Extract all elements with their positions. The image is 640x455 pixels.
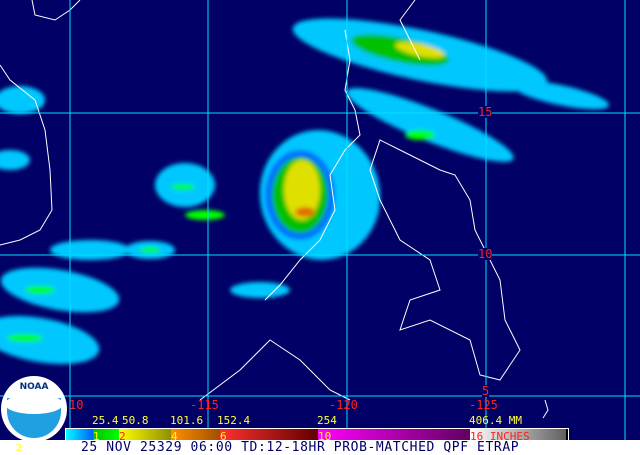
- legend-mm-label: 254: [317, 414, 337, 427]
- legend-inch-label: 10: [318, 430, 332, 443]
- coastlines: [0, 0, 549, 419]
- logo-text: NOAA: [19, 382, 49, 392]
- legend-mm-label: 50.8: [122, 414, 149, 427]
- legend-mm-label: 25.4: [92, 414, 119, 427]
- lon-label-115: -115: [190, 398, 219, 412]
- lat-label-10: 10: [478, 247, 493, 261]
- map-caption: 25 NOV 25329 06:00 TD:12-18HR PROB-MATCH…: [81, 440, 520, 455]
- noaa-logo: NOAA: [1, 376, 67, 442]
- legend-mm-label: 101.6: [170, 414, 204, 427]
- legend-mm-label: 406.4 MM: [469, 414, 522, 427]
- corner-number: 2: [16, 443, 23, 454]
- legend-inch-label: 16 INCHES: [470, 430, 530, 443]
- lon-label-120: -120: [329, 398, 358, 412]
- legend-inch-label: 4: [171, 430, 178, 443]
- lat-lon-grid: [0, 0, 640, 440]
- lat-label-5: 5: [482, 384, 490, 398]
- caption-bar: [0, 440, 640, 455]
- legend-inch-label: 2: [119, 430, 126, 443]
- lon-label-125: -125: [469, 398, 498, 412]
- lat-label-15: 15: [478, 105, 493, 119]
- precipitation-field: [0, 18, 609, 365]
- legend-inch-label: 6: [220, 430, 227, 443]
- lon-label-110: 10: [69, 398, 84, 412]
- legend-inch-label: 1: [93, 430, 100, 443]
- legend-mm-label: 152.4: [217, 414, 251, 427]
